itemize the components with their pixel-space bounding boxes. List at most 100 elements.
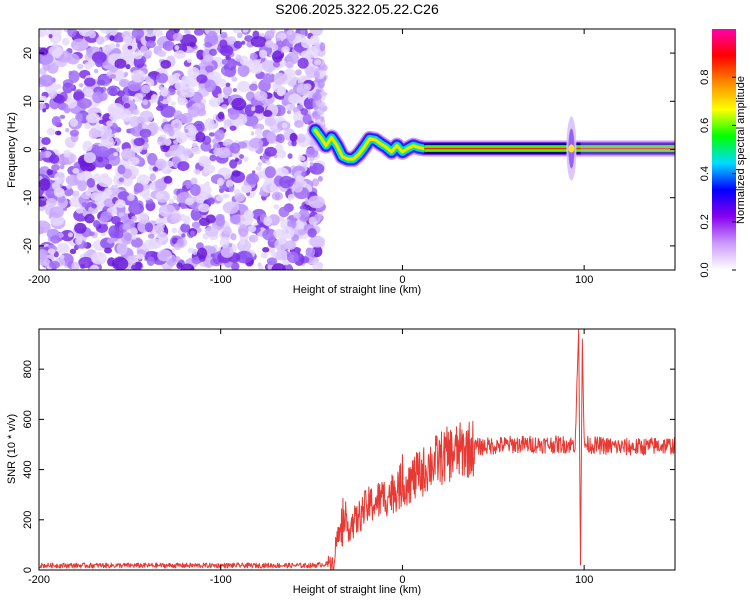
noise-blob [305,147,319,159]
noise-blob [206,30,218,44]
noise-blob [253,90,268,102]
noise-blob [264,30,275,40]
noise-blob [190,208,202,221]
noise-blob [170,213,182,224]
noise-blob [263,216,273,227]
noise-blob [264,166,276,179]
noise-blob [208,48,217,57]
noise-blob [158,95,164,102]
noise-blob [231,170,241,177]
noise-blob [260,251,268,259]
noise-blob [54,94,66,104]
noise-blob [39,178,51,191]
noise-blob [205,225,219,237]
y-tick-label: 200 [22,511,34,529]
noise-blob-edge [313,48,320,54]
noise-blob [109,42,116,50]
noise-blob [82,140,93,152]
noise-blob [223,124,228,130]
noise-blob [297,225,303,230]
noise-blob [157,50,167,57]
noise-blob [299,155,306,162]
noise-blob [39,74,54,87]
noise-blob [100,211,112,222]
noise-blob [96,79,106,86]
noise-blob [121,175,133,187]
noise-blob [71,190,80,198]
noise-blob [208,97,221,108]
noise-blob [186,58,192,63]
noise-blob [95,58,103,68]
noise-blob [305,247,316,257]
noise-blob [77,98,92,109]
noise-blob [106,120,113,127]
snr-frame [38,328,676,571]
noise-blob [264,146,277,157]
noise-blob [278,236,287,245]
noise-blob [120,109,133,122]
noise-blob [298,209,310,222]
noise-blob [49,206,64,218]
noise-blob [196,74,208,84]
noise-blob [51,182,61,190]
noise-blob [230,262,240,270]
noise-blob [190,266,195,270]
noise-blob [134,92,144,103]
noise-blob [264,40,275,48]
noise-blob [92,220,101,228]
noise-blob [255,166,262,171]
noise-blob [146,50,153,56]
noise-blob [307,227,317,238]
noise-blob [68,70,80,83]
noise-blob [189,230,196,237]
noise-blob [181,233,186,238]
noise-blob [273,72,286,85]
noise-blob [296,133,306,143]
noise-blob [108,87,118,97]
noise-blob [215,215,226,227]
noise-blob [121,149,131,159]
noise-blob [59,164,65,170]
noise-blob [234,192,246,202]
noise-blob [286,110,292,115]
noise-blob [155,192,164,199]
noise-blob [249,52,258,61]
noise-blob [237,64,250,77]
noise-blob-edge [319,42,326,52]
noise-blob [205,214,216,224]
spectrogram-y-label: Frequency (Hz) [6,112,18,188]
noise-blob [50,235,61,244]
noise-blob [144,222,154,233]
noise-blob [240,213,254,226]
colorbar: 0.0 0.2 0.4 0.6 0.8 Normalized spectral ampl… [699,29,747,278]
noise-blob [272,50,283,63]
noise-blob [39,248,48,260]
noise-blob [299,205,306,210]
noise-blob [40,196,47,201]
noise-blob [266,131,277,144]
noise-blob [136,174,150,185]
noise-blob [65,174,81,186]
noise-blob [155,158,167,170]
noise-blob-edge [314,59,322,66]
noise-blob [81,202,88,208]
noise-blob [84,122,92,129]
noise-blob [236,32,243,39]
noise-blob [251,106,256,112]
noise-blob [266,257,278,266]
noise-blob [111,215,121,225]
noise-blob [270,251,277,258]
noise-blob [75,237,83,245]
noise-blob [234,157,239,162]
y-tick-label: 10 [22,95,34,107]
noise-blob [230,233,237,241]
noise-blob [204,117,215,131]
noise-blob [308,156,314,162]
noise-blob [130,264,138,270]
x-tick-label: -200 [28,574,50,586]
noise-blob [173,29,180,34]
noise-blob [117,164,126,175]
noise-blob [239,238,246,246]
noise-blob [309,161,314,167]
noise-blob [100,231,107,237]
